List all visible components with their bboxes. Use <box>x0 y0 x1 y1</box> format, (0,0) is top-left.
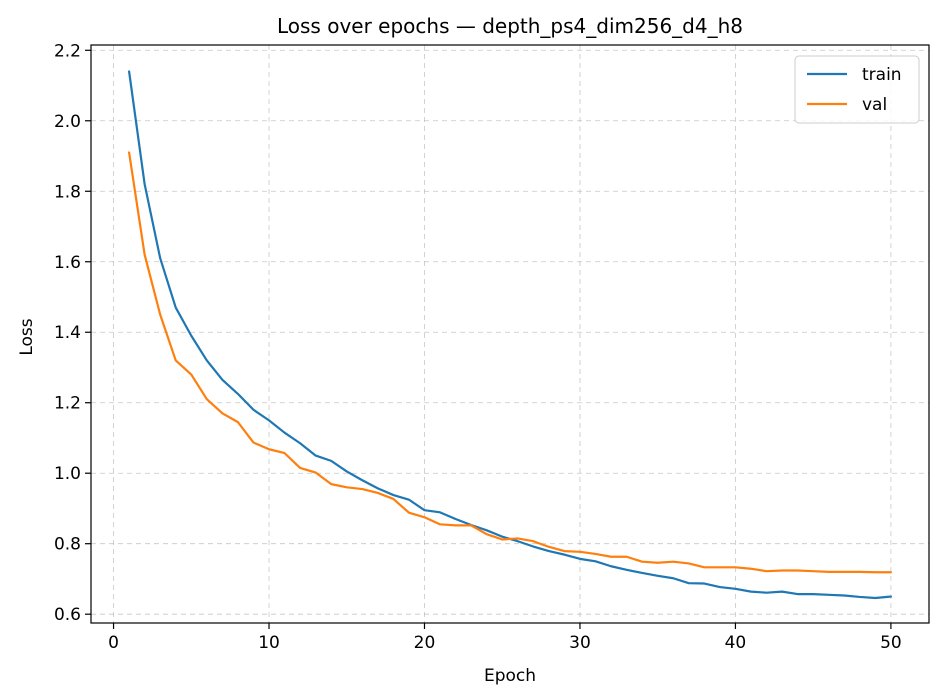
ticks: 0 10 20 30 40 50 0.6 0.8 1.0 1.2 1.4 1.6 1.8 2.0 2.2 <box>54 41 902 653</box>
y-axis-label: Loss <box>17 318 37 355</box>
y-tick-label: 1.8 <box>54 182 81 202</box>
x-tick-label: 40 <box>725 633 747 653</box>
y-tick-label: 1.2 <box>54 394 81 414</box>
y-tick-label: 2.2 <box>54 41 81 61</box>
y-tick-label: 1.6 <box>54 253 81 273</box>
x-tick-label: 50 <box>880 633 902 653</box>
x-tick-label: 10 <box>258 633 280 653</box>
y-tick-label: 0.8 <box>54 535 81 555</box>
legend-box <box>794 55 920 124</box>
y-tick-label: 1.4 <box>54 323 81 343</box>
chart-title: Loss over epochs — depth_ps4_dim256_d4_h… <box>277 14 743 38</box>
y-tick-label: 2.0 <box>54 112 81 132</box>
legend-label-train: train <box>862 65 902 85</box>
x-tick-label: 20 <box>414 633 436 653</box>
x-axis-label: Epoch <box>484 666 536 686</box>
legend-label-val: val <box>862 95 887 115</box>
series-lines <box>127 70 893 600</box>
plot-frame <box>90 44 930 624</box>
y-tick-label: 0.6 <box>54 605 81 625</box>
legend: train val <box>794 55 920 124</box>
series-line-val <box>127 151 893 574</box>
grid <box>91 45 929 623</box>
y-tick-label: 1.0 <box>54 464 81 484</box>
x-tick-label: 30 <box>569 633 591 653</box>
x-tick-label: 0 <box>108 633 119 653</box>
